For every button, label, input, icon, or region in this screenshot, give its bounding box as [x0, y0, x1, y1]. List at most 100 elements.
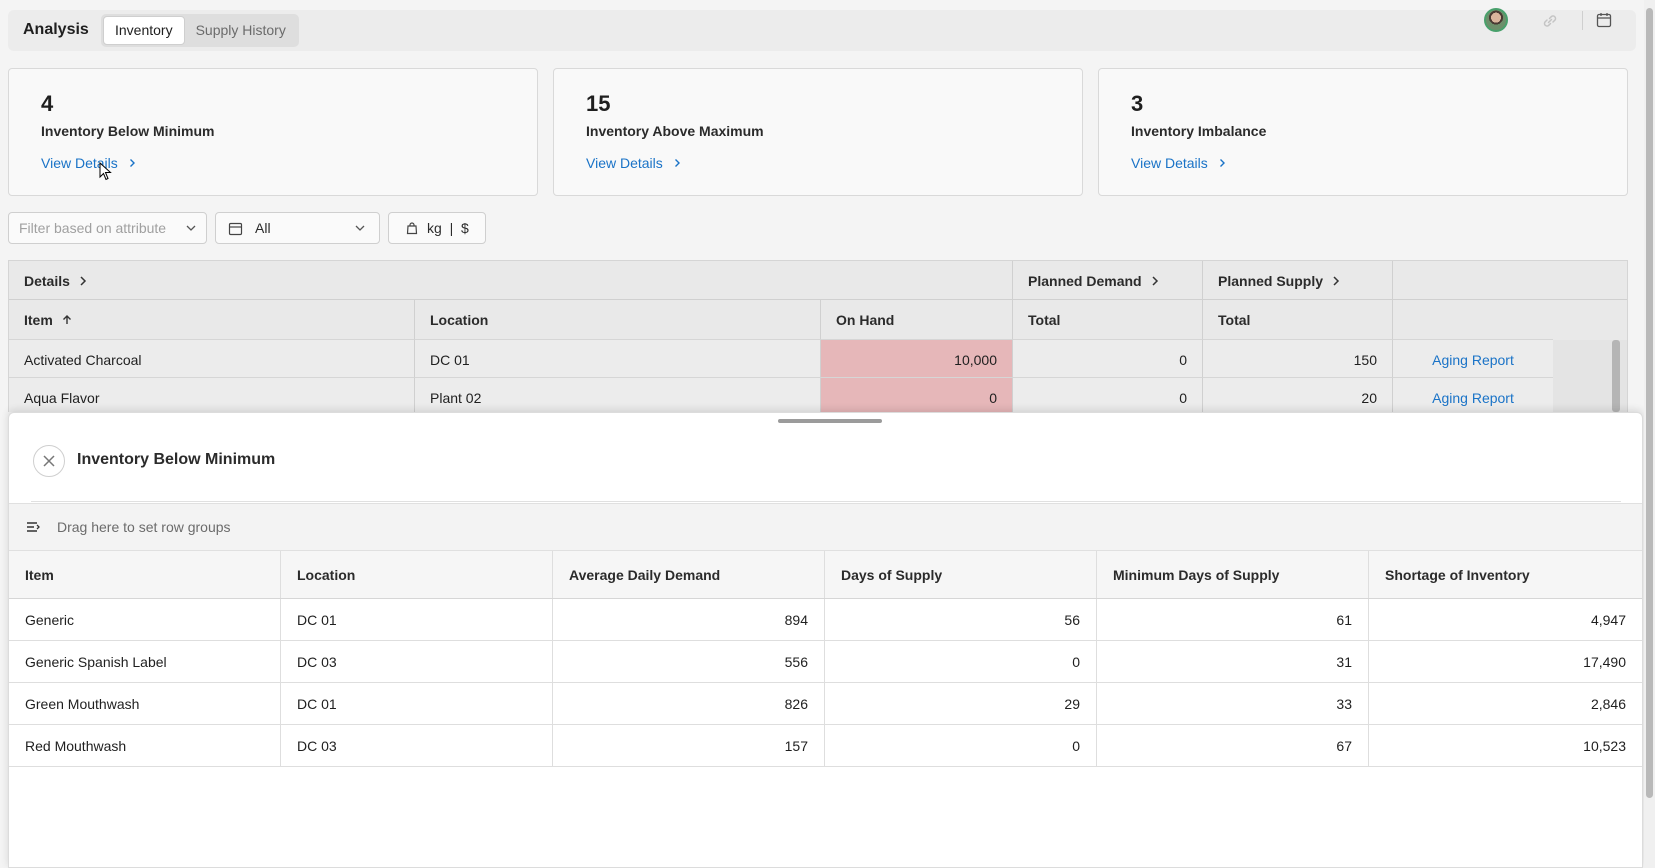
chevron-right-icon	[1333, 276, 1340, 286]
column-header-item[interactable]: Item	[9, 551, 281, 598]
column-header-average-daily-demand[interactable]: Average Daily Demand	[553, 551, 825, 598]
card-imbalance: 3 Inventory Imbalance View Details	[1098, 68, 1628, 196]
column-header-shortage-of-inventory[interactable]: Shortage of Inventory	[1385, 566, 1530, 583]
view-details-label: View Details	[41, 155, 118, 171]
column-header-on-hand[interactable]: On Hand	[821, 300, 1013, 340]
tab-supply-history[interactable]: Supply History	[195, 22, 286, 38]
cell-days-of-supply: 0	[825, 641, 1097, 682]
planned-supply-group-header[interactable]: Planned Supply	[1203, 261, 1393, 301]
view-details-link[interactable]: View Details	[586, 155, 683, 171]
cell-days-of-supply: 29	[825, 683, 1097, 724]
mouse-cursor-icon	[99, 162, 112, 181]
cell-item: Activated Charcoal	[9, 339, 415, 379]
cell-location: DC 03	[281, 725, 553, 766]
page-title: Analysis	[23, 21, 89, 38]
panel-divider	[31, 501, 1621, 502]
row-group-drop-zone[interactable]: Drag here to set row groups	[9, 503, 1642, 551]
card-label: Inventory Below Minimum	[41, 123, 215, 139]
row-group-hint: Drag here to set row groups	[57, 519, 231, 535]
view-details-label: View Details	[1131, 155, 1208, 171]
chevron-down-icon	[186, 225, 196, 231]
tab-bar: Inventory Supply History	[101, 14, 299, 47]
tab-inventory[interactable]: Inventory	[103, 16, 185, 45]
cell-shortage-of-inventory: 2,846	[1590, 695, 1626, 712]
column-header-item[interactable]: Item	[9, 300, 415, 340]
cell-days-of-supply: 0	[825, 725, 1097, 766]
cell-location: DC 01	[281, 599, 553, 640]
cell-days-of-supply: 56	[825, 599, 1097, 640]
table-row[interactable]: Activated Charcoal DC 01 10,000 0 150 Ag…	[9, 339, 1627, 379]
cell-minimum-days-of-supply: 61	[1097, 599, 1369, 640]
empty-group-header	[1393, 261, 1627, 301]
table-row[interactable]: Aqua Flavor Plant 02 0 0 20 Aging Report	[9, 377, 1627, 412]
unit-toggle-value: kg | $	[427, 220, 469, 236]
attribute-filter-placeholder: Filter based on attribute	[19, 220, 167, 236]
page-scrollbar[interactable]	[1644, 0, 1655, 868]
date-filter[interactable]: All	[215, 212, 380, 244]
column-header-location[interactable]: Location	[281, 551, 553, 598]
cell-shortage-of-inventory: 10,523	[1583, 737, 1626, 754]
card-label: Inventory Above Maximum	[586, 123, 764, 139]
chevron-right-icon	[80, 276, 86, 286]
table-header-row: Item Location On Hand Total Total	[9, 299, 1627, 340]
close-icon	[43, 455, 55, 467]
cell-average-daily-demand: 826	[553, 683, 825, 724]
aging-report-link[interactable]: Aging Report	[1393, 339, 1553, 379]
chevron-right-icon	[1219, 159, 1225, 167]
cell-supply-total: 20	[1203, 377, 1393, 412]
cell-location: Plant 02	[415, 377, 821, 412]
planned-supply-label: Planned Supply	[1218, 273, 1324, 289]
view-details-link[interactable]: View Details	[1131, 155, 1228, 171]
attribute-filter[interactable]: Filter based on attribute	[8, 212, 207, 244]
card-label: Inventory Imbalance	[1131, 123, 1267, 139]
row-group-icon	[27, 522, 40, 532]
table-scrollbar[interactable]	[1612, 340, 1620, 412]
planned-demand-group-header[interactable]: Planned Demand	[1013, 261, 1203, 301]
table-row[interactable]: Generic Spanish Label DC 03 556 0 31 17,…	[9, 641, 1642, 683]
planned-demand-label: Planned Demand	[1028, 273, 1142, 289]
cell-on-hand: 0	[821, 377, 1013, 412]
calendar-icon[interactable]	[1595, 11, 1613, 29]
details-panel: Inventory Below Minimum Drag here to set…	[8, 412, 1643, 868]
table-row[interactable]: Green Mouthwash DC 01 826 29 33 2,846	[9, 683, 1642, 725]
app-header: Analysis Inventory Supply History	[8, 10, 1636, 51]
column-header-minimum-days-of-supply[interactable]: Minimum Days of Supply	[1097, 551, 1369, 598]
chevron-right-icon	[129, 159, 135, 167]
cell-average-daily-demand: 556	[553, 641, 825, 682]
cell-item: Generic	[9, 599, 281, 640]
card-below-minimum: 4 Inventory Below Minimum View Details	[8, 68, 538, 196]
bag-icon	[406, 222, 418, 235]
card-value: 3	[1131, 91, 1144, 116]
column-header-actions	[1393, 300, 1627, 340]
chevron-down-icon	[355, 225, 365, 231]
cell-minimum-days-of-supply: 33	[1097, 683, 1369, 724]
cell-location: DC 01	[281, 683, 553, 724]
cell-shortage-of-inventory: 17,490	[1583, 653, 1626, 670]
cell-minimum-days-of-supply: 31	[1097, 641, 1369, 682]
cell-average-daily-demand: 157	[553, 725, 825, 766]
panel-title: Inventory Below Minimum	[77, 451, 276, 468]
column-header-days-of-supply[interactable]: Days of Supply	[825, 551, 1097, 598]
inventory-table: Details Planned Demand Planned Supply It…	[8, 260, 1628, 412]
column-header-location[interactable]: Location	[415, 300, 821, 340]
page-scrollbar-thumb[interactable]	[1646, 8, 1653, 798]
column-header-label: Item	[24, 312, 53, 328]
table-row[interactable]: Red Mouthwash DC 03 157 0 67 10,523	[9, 725, 1642, 767]
cell-supply-total: 150	[1203, 339, 1393, 379]
card-above-maximum: 15 Inventory Above Maximum View Details	[553, 68, 1083, 196]
view-details-link[interactable]: View Details	[41, 155, 138, 171]
cell-item: Green Mouthwash	[9, 683, 281, 724]
column-header-demand-total[interactable]: Total	[1013, 300, 1203, 340]
link-icon[interactable]	[1540, 11, 1560, 31]
below-minimum-table: Item Location Average Daily Demand Days …	[9, 551, 1642, 767]
close-button[interactable]	[33, 445, 65, 477]
table-row[interactable]: Generic DC 01 894 56 61 4,947	[9, 599, 1642, 641]
panel-resize-handle[interactable]	[778, 419, 882, 423]
card-value: 4	[41, 91, 54, 116]
cell-shortage-of-inventory: 4,947	[1590, 611, 1626, 628]
column-header-supply-total[interactable]: Total	[1203, 300, 1393, 340]
avatar[interactable]	[1484, 8, 1508, 32]
unit-toggle[interactable]: kg | $	[388, 212, 486, 244]
details-group-header[interactable]: Details	[9, 261, 1013, 301]
aging-report-link[interactable]: Aging Report	[1393, 377, 1553, 412]
